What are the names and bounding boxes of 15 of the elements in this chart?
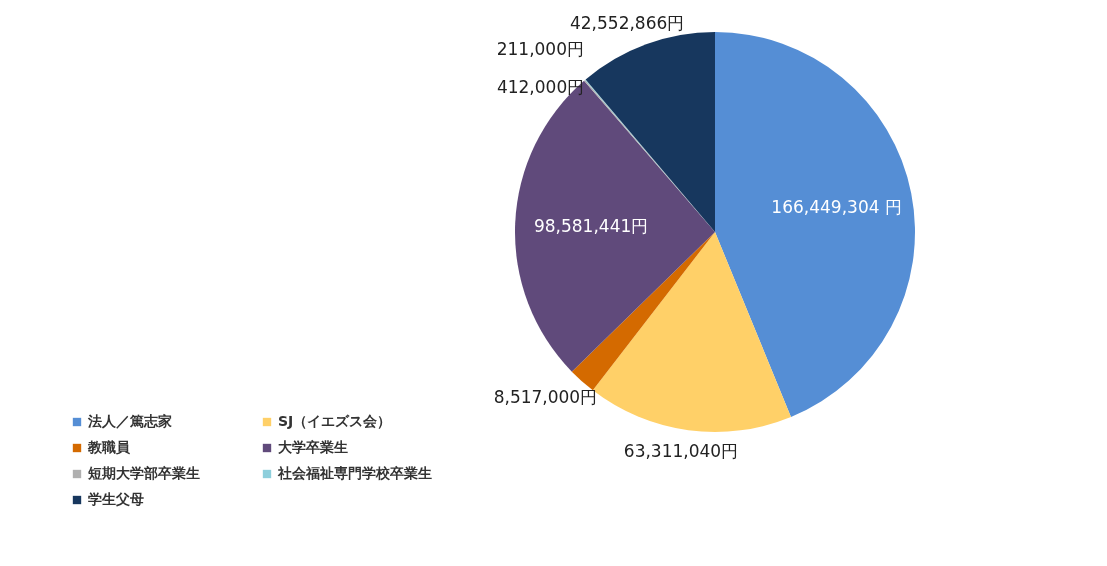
legend-label: 法人／篤志家 xyxy=(87,413,172,429)
data-label: 8,517,000円 xyxy=(493,386,598,407)
legend-label: 教職員 xyxy=(87,439,131,455)
legend-label: 短期大学部卒業生 xyxy=(87,465,200,481)
pie-slice xyxy=(571,232,715,391)
legend-label: 大学卒業生 xyxy=(278,439,348,455)
legend-label: 社会福祉専門学校卒業生 xyxy=(277,465,432,481)
legend-label: 学生父母 xyxy=(88,491,144,507)
data-label: 42,552,866円 xyxy=(569,12,685,33)
data-label: 166,449,304 円 xyxy=(771,196,902,217)
data-label: 98,581,441円 xyxy=(533,215,649,236)
legend-label: SJ（イエズス会） xyxy=(278,413,392,429)
data-label: 63,311,040円 xyxy=(623,441,739,462)
pie-slice xyxy=(715,32,915,418)
data-label: 211,000円 xyxy=(496,38,585,59)
